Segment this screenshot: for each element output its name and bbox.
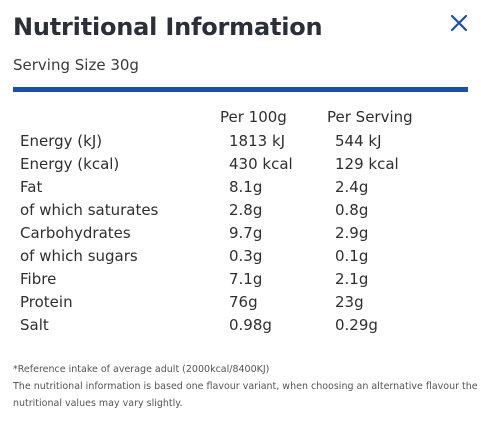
header-per-serving: Per Serving <box>327 108 413 126</box>
table-row: Carbohydrates 9.7g 2.9g <box>0 224 481 247</box>
per-100g-value: 0.98g <box>229 316 272 334</box>
per-serving-value: 2.4g <box>335 178 369 196</box>
per-serving-value: 0.29g <box>335 316 378 334</box>
table-row: of which sugars 0.3g 0.1g <box>0 247 481 270</box>
footnote-reference-intake: *Reference intake of average adult (2000… <box>13 364 270 375</box>
nutrient-name: Fibre <box>20 270 57 288</box>
per-serving-value: 0.1g <box>335 247 369 265</box>
per-100g-value: 1813 kJ <box>229 132 286 150</box>
footnote-flavour-variant: The nutritional information is based one… <box>13 381 478 392</box>
per-serving-value: 2.1g <box>335 270 369 288</box>
table-header: Per 100g Per Serving <box>0 108 481 132</box>
nutrient-name: Carbohydrates <box>20 224 131 242</box>
per-100g-value: 2.8g <box>229 201 263 219</box>
nutrient-name: Fat <box>20 178 43 196</box>
serving-size: Serving Size 30g <box>13 56 139 74</box>
nutrient-name: Salt <box>20 316 49 334</box>
nutrient-name: of which sugars <box>20 247 138 265</box>
table-row: Salt 0.98g 0.29g <box>0 316 481 339</box>
nutrient-name: Energy (kcal) <box>20 155 120 173</box>
per-100g-value: 430 kcal <box>229 155 293 173</box>
modal-title: Nutritional Information <box>13 13 323 41</box>
per-serving-value: 23g <box>335 293 364 311</box>
table-row: Energy (kJ) 1813 kJ 544 kJ <box>0 132 481 155</box>
per-serving-value: 544 kJ <box>335 132 382 150</box>
table-row: Fibre 7.1g 2.1g <box>0 270 481 293</box>
per-100g-value: 0.3g <box>229 247 263 265</box>
nutrient-name: Protein <box>20 293 73 311</box>
per-100g-value: 7.1g <box>229 270 263 288</box>
nutrient-name: of which saturates <box>20 201 159 219</box>
nutrition-table: Per 100g Per Serving Energy (kJ) 1813 kJ… <box>0 108 481 339</box>
table-row: Protein 76g 23g <box>0 293 481 316</box>
close-button[interactable] <box>446 10 472 36</box>
table-row: Fat 8.1g 2.4g <box>0 178 481 201</box>
close-icon <box>450 14 468 32</box>
table-row: of which saturates 2.8g 0.8g <box>0 201 481 224</box>
per-100g-value: 9.7g <box>229 224 263 242</box>
per-100g-value: 8.1g <box>229 178 263 196</box>
nutrient-name: Energy (kJ) <box>20 132 103 150</box>
footnote-values-vary: nutritional values may vary slightly. <box>13 398 183 409</box>
divider <box>13 87 468 92</box>
per-serving-value: 2.9g <box>335 224 369 242</box>
header-per-100g: Per 100g <box>220 108 287 126</box>
per-serving-value: 0.8g <box>335 201 369 219</box>
per-100g-value: 76g <box>229 293 258 311</box>
table-row: Energy (kcal) 430 kcal 129 kcal <box>0 155 481 178</box>
per-serving-value: 129 kcal <box>335 155 399 173</box>
